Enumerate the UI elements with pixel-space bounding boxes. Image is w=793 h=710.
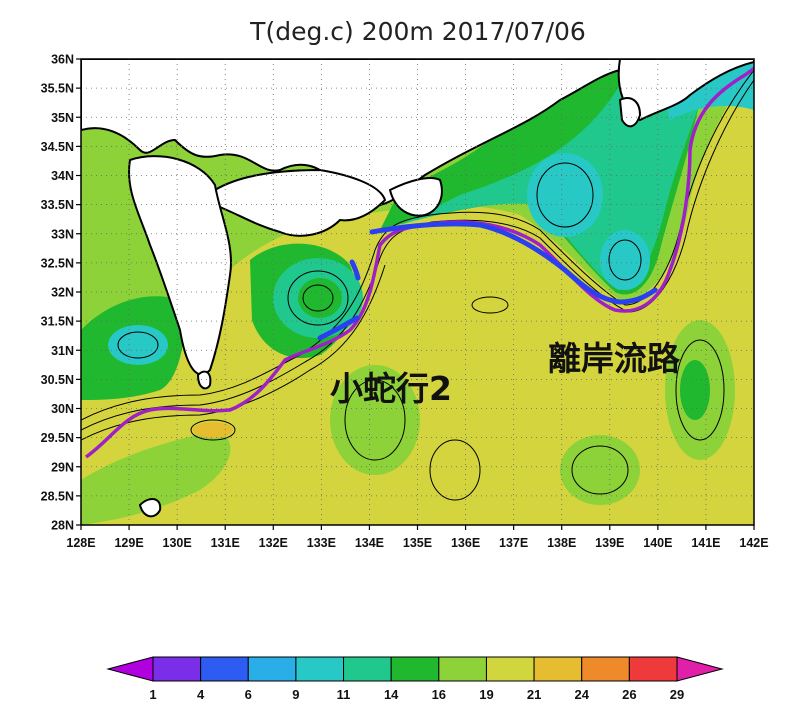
cold-eddy-west: [108, 325, 168, 365]
colorbar-label: 6: [245, 687, 252, 702]
land-amami: [138, 498, 162, 518]
latitude-tick-label: 35N: [51, 111, 74, 125]
colorbar-swatch: [581, 656, 630, 682]
latitude-axis: 36N 35.5N 35N 34.5N 34N 33.5N 33N 32.5N 32N 31.5N…: [41, 53, 81, 533]
colorbar-label: 9: [292, 687, 299, 702]
longitude-tick-label: 130E: [163, 536, 192, 550]
longitude-tick-label: 133E: [307, 536, 336, 550]
colorbar-swatch: [628, 656, 678, 682]
longitude-tick-label: 128E: [66, 536, 95, 550]
latitude-tick-label: 30N: [51, 402, 74, 416]
colorbar-swatch: [247, 656, 297, 682]
longitude-tick-label: 139E: [595, 536, 624, 550]
colorbar-label: 21: [527, 687, 541, 702]
latitude-tick-label: 36N: [51, 53, 74, 67]
latitude-tick-label: 34N: [51, 169, 74, 183]
offshore-path-label: 離岸流路: [548, 339, 681, 378]
latitude-tick-label: 34.5N: [41, 140, 74, 154]
colorbar-high-triangle: [676, 656, 724, 682]
longitude-tick-label: 142E: [739, 536, 768, 550]
observed-path-segments: [317, 221, 658, 341]
latitude-tick-label: 33N: [51, 227, 74, 241]
cool-patch-south-2: [560, 435, 640, 505]
colorbar-label: 14: [384, 687, 399, 702]
colorbar-label: 1: [149, 687, 156, 702]
meander-label: 小蛇行2: [330, 369, 452, 408]
colorbar-swatch: [390, 656, 440, 682]
colorbar-label: 4: [197, 687, 205, 702]
latitude-tick-label: 28.5N: [41, 489, 74, 503]
longitude-tick-label: 141E: [691, 536, 720, 550]
longitude-axis: 128E 129E 130E 131E 132E 133E 134E 135E 136E 137E…: [66, 525, 769, 550]
latitude-tick-label: 33.5N: [41, 198, 74, 212]
cold-eddy-tokai: [527, 153, 603, 237]
longitude-tick-label: 136E: [451, 536, 480, 550]
latitude-tick-label: 30.5N: [41, 373, 74, 387]
colorbar-label: 16: [432, 687, 446, 702]
colorbar-swatch: [295, 656, 345, 682]
colorbar-swatch: [343, 656, 392, 682]
longitude-tick-label: 137E: [499, 536, 528, 550]
colorbar-label: 19: [479, 687, 493, 702]
latitude-tick-label: 32.5N: [41, 256, 74, 270]
longitude-tick-label: 138E: [547, 536, 576, 550]
colorbar: 1 4 6 9 11 14 16 19 21 24 26 29: [106, 656, 724, 702]
latitude-tick-label: 35.5N: [41, 82, 74, 96]
cold-eddy-shikoku-core: [298, 278, 342, 318]
latitude-tick-label: 31N: [51, 344, 74, 358]
longitude-tick-label: 135E: [403, 536, 432, 550]
longitude-tick-label: 132E: [259, 536, 288, 550]
longitude-tick-label: 134E: [355, 536, 384, 550]
colorbar-label: 11: [337, 687, 351, 702]
longitude-tick-label: 140E: [643, 536, 672, 550]
colorbar-swatch: [533, 656, 583, 682]
map-title: T(deg.c) 200m 2017/07/06: [249, 17, 586, 46]
colorbar-label: 29: [670, 687, 684, 702]
colorbar-label: 26: [622, 687, 636, 702]
colorbar-swatch: [485, 656, 535, 682]
latitude-tick-label: 31.5N: [41, 315, 74, 329]
land-kyushu: [128, 155, 232, 376]
latitude-tick-label: 28N: [51, 519, 74, 533]
colorbar-label: 24: [574, 687, 589, 702]
land-tanegashima: [196, 370, 212, 390]
land-shikoku: [214, 168, 387, 237]
warm-patch-south: [193, 422, 233, 438]
land-kii-peninsula: [388, 177, 443, 217]
cold-eddy-tokai-2: [600, 230, 650, 290]
longitude-tick-label: 129E: [114, 536, 143, 550]
latitude-tick-label: 29.5N: [41, 431, 74, 445]
cool-patch-south-1: [330, 365, 420, 475]
latitude-tick-label: 29N: [51, 460, 74, 474]
map-plot-area: [81, 59, 754, 525]
latitude-tick-label: 32N: [51, 286, 74, 300]
land-izu: [618, 97, 642, 128]
colorbar-swatch: [152, 656, 202, 682]
cool-patch-east-core: [680, 360, 710, 420]
map-grid: [81, 59, 754, 525]
colorbar-swatch: [200, 656, 249, 682]
longitude-tick-label: 131E: [211, 536, 240, 550]
cool-patch-southwest: [81, 430, 231, 525]
colorbar-low-triangle: [106, 656, 154, 682]
colorbar-swatch: [438, 656, 487, 682]
